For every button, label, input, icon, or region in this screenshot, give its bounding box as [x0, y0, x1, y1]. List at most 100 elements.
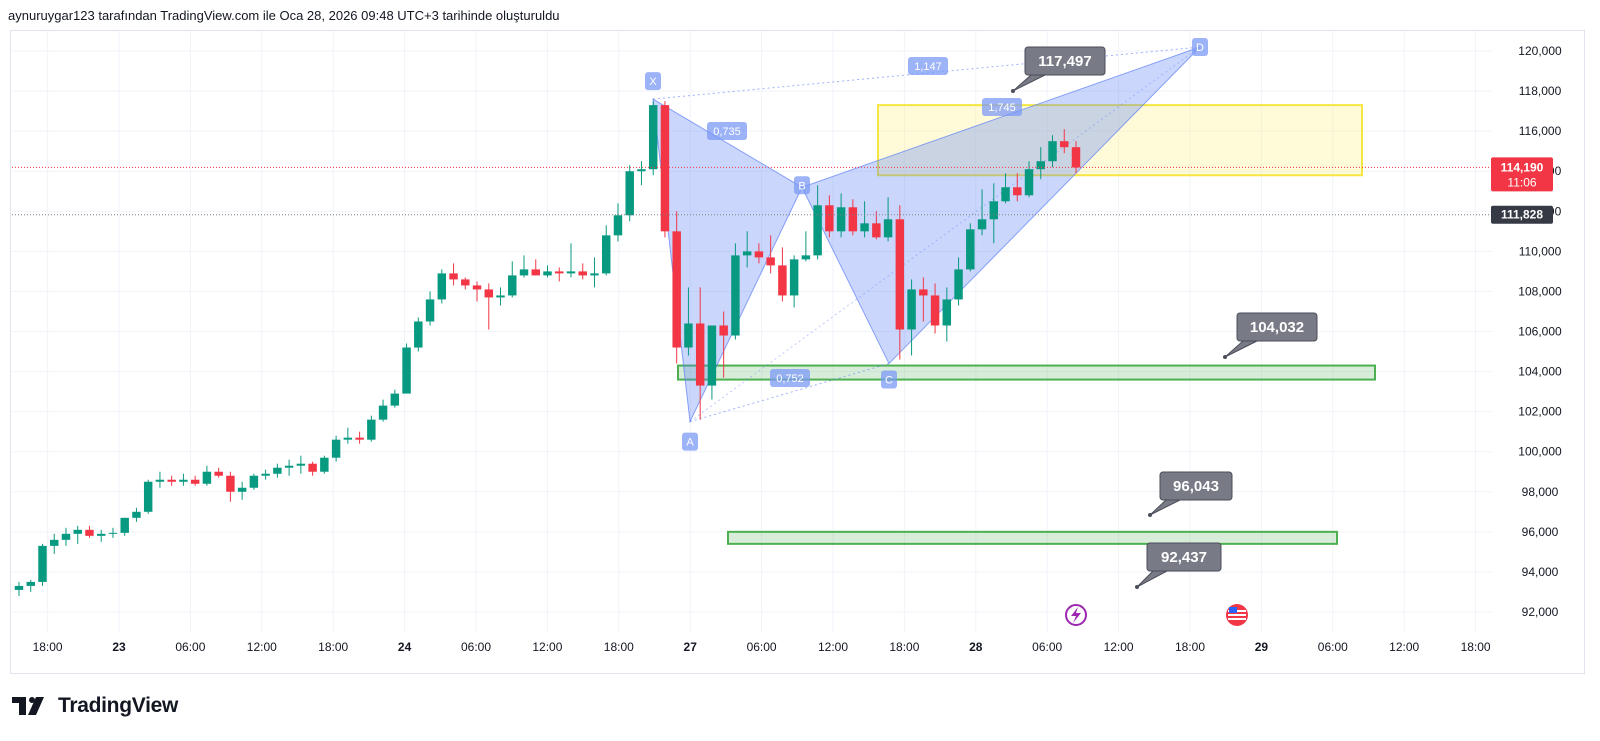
pattern-point-a: A — [686, 437, 694, 449]
candle-body — [907, 289, 916, 330]
candle-body — [1001, 187, 1010, 202]
candle-body — [273, 467, 282, 474]
callout-label: 92,437 — [1161, 549, 1207, 566]
x-tick-label: 18:00 — [604, 640, 634, 654]
candle-body — [930, 295, 940, 326]
callout-pointer — [1224, 340, 1258, 358]
candle-body — [836, 207, 846, 232]
chart-attribution: aynuruygar123 tarafından TradingView.com… — [8, 8, 560, 23]
y-tick-label: 96,000 — [1522, 525, 1559, 539]
flag-stripe — [1228, 614, 1246, 616]
candle-body — [320, 457, 329, 472]
candle-body — [637, 169, 646, 172]
candle-body — [766, 257, 775, 266]
ratio-box — [770, 369, 810, 387]
callout-box — [1146, 542, 1222, 572]
candle-body — [1024, 169, 1034, 196]
support-zone — [727, 530, 1338, 545]
x-tick-label: 12:00 — [818, 640, 848, 654]
pattern-point-b: B — [798, 180, 805, 192]
candle-body — [566, 271, 576, 274]
candle-body — [190, 479, 200, 484]
candle-body — [860, 223, 869, 232]
candle-body — [261, 473, 270, 476]
tradingview-logo-icon — [12, 697, 44, 715]
pattern-point-box — [794, 176, 810, 195]
candle-body — [684, 323, 693, 348]
candle-body — [496, 295, 505, 298]
candle-body — [625, 171, 634, 216]
candle-body — [778, 265, 787, 296]
y-tick-label: 108,000 — [1518, 284, 1562, 298]
candle-body — [484, 289, 494, 298]
candle-body — [989, 201, 999, 220]
candle-body — [707, 325, 717, 386]
x-tick-label: 12:00 — [247, 640, 277, 654]
candle-body — [731, 255, 740, 336]
x-tick-label: 18:00 — [1175, 640, 1205, 654]
candle-body — [1071, 147, 1081, 168]
pattern-xd — [652, 46, 1201, 100]
callout-anchor — [1135, 585, 1139, 589]
support-zone — [677, 364, 1376, 381]
candle-body — [872, 223, 881, 238]
pattern-point-box — [881, 370, 897, 389]
pattern-point-box — [645, 72, 661, 91]
candle-body — [472, 285, 482, 290]
x-tick-label: 12:00 — [1104, 640, 1134, 654]
tradingview-brand[interactable]: TradingView — [12, 694, 178, 718]
x-tick-label: 18:00 — [1461, 640, 1491, 654]
callout-anchor — [1148, 513, 1152, 517]
y-tick-label: 92,000 — [1522, 605, 1559, 619]
candle-body — [449, 273, 458, 280]
ratio-label: 0,735 — [713, 126, 741, 138]
candle-body — [331, 439, 341, 458]
callout-anchor — [1011, 89, 1015, 93]
flag-canton — [1229, 607, 1237, 613]
candle-body — [942, 299, 952, 326]
candle-body — [508, 275, 517, 296]
candle-body — [402, 347, 411, 394]
ratio-label: 0,752 — [776, 373, 804, 385]
callout-box — [1024, 46, 1106, 76]
pattern-point-c: C — [885, 375, 893, 387]
x-tick-label: 12:00 — [1389, 640, 1419, 654]
harmonic-pattern: X A B C D 0,735 0,752 1,745 1,147 — [645, 38, 1208, 451]
y-tick-label: 116,000 — [1519, 124, 1562, 138]
ratio-label: 1,745 — [988, 102, 1016, 114]
candle-body — [179, 479, 188, 482]
candle-body — [85, 529, 94, 536]
candle-body — [308, 463, 317, 472]
candle-body — [73, 529, 82, 534]
candle-body — [660, 105, 670, 232]
x-tick-label: 06:00 — [1032, 640, 1062, 654]
y-axis: 92,000 94,000 96,000 98,000 100,000 102,000 10… — [1518, 44, 1562, 619]
pattern-point-x: X — [649, 76, 657, 88]
x-tick-label: 18:00 — [318, 640, 348, 654]
y-tick-label: 106,000 — [1518, 325, 1562, 339]
callout-label: 96,043 — [1173, 478, 1219, 495]
y-tick-label: 102,000 — [1518, 405, 1562, 419]
candle-body — [754, 251, 764, 258]
x-tick-label: 23 — [112, 640, 126, 654]
candle-body — [966, 229, 975, 270]
ratio-box — [707, 122, 747, 140]
candle-body — [132, 511, 141, 518]
x-tick-label: 29 — [1255, 640, 1269, 654]
brand-name: TradingView — [58, 694, 179, 717]
candle-body — [789, 259, 799, 296]
candle-body — [390, 393, 400, 406]
y-tick-label: 118,000 — [1519, 84, 1562, 98]
candle-body — [1048, 141, 1057, 162]
callout-box — [1159, 471, 1233, 501]
candles — [14, 101, 1081, 596]
pattern-bcd — [801, 46, 1201, 365]
candle-body — [590, 273, 599, 276]
candle-body — [719, 325, 728, 336]
candle-body — [672, 231, 681, 348]
chart-area[interactable] — [10, 30, 1585, 674]
callout-anchor — [1223, 355, 1227, 359]
candle-body — [801, 255, 811, 260]
